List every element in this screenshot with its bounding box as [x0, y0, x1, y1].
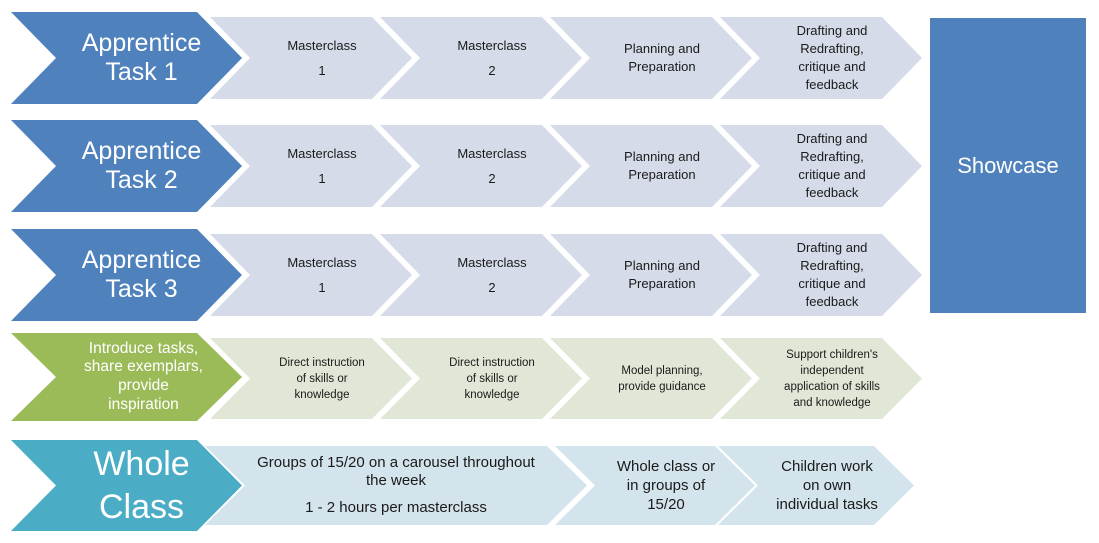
- row-title-line: Task 1: [105, 58, 178, 86]
- row-title-line: inspiration: [108, 395, 179, 413]
- step-label: Planning and: [624, 41, 700, 56]
- step-label: on own: [802, 477, 852, 494]
- step-label: feedback: [805, 185, 859, 200]
- step-support-independent-application: Support children's independent application…: [720, 338, 922, 419]
- row-title-line: Class: [98, 487, 185, 526]
- step-label: 2: [488, 63, 496, 78]
- step-label: Masterclass: [457, 146, 527, 161]
- step-label: 15/20: [647, 496, 685, 513]
- step-label: Planning and: [624, 258, 700, 273]
- row-title-line: Whole: [93, 445, 190, 483]
- step-label: Drafting and: [796, 131, 868, 146]
- step-label: Preparation: [628, 167, 696, 182]
- row-title-line: share exemplars,: [84, 358, 203, 376]
- introduce-tasks-chevron: Introduce tasks, share exemplars, provide i…: [11, 333, 242, 421]
- step-label: Direct instruction: [449, 356, 535, 369]
- step-label: independent: [800, 364, 864, 377]
- step-label: Redrafting,: [800, 149, 864, 164]
- step-label: Masterclass: [287, 146, 357, 161]
- step-label: Children work: [781, 458, 873, 475]
- step-label: feedback: [805, 294, 859, 309]
- step-label: Preparation: [628, 276, 696, 291]
- step-label: individual tasks: [776, 496, 878, 513]
- step-label: of skills or: [296, 372, 348, 385]
- step-label: Redrafting,: [800, 258, 864, 273]
- row-title-line: Apprentice: [81, 246, 202, 275]
- step-label: 1 - 2 hours per masterclass: [305, 499, 487, 516]
- showcase-label: Showcase: [957, 152, 1059, 178]
- apprentice-task-3-chevron: Apprentice Task 3: [11, 229, 242, 321]
- row-title-line: Task 2: [105, 166, 178, 194]
- step-label: knowledge: [294, 388, 350, 401]
- step-label: critique and: [798, 276, 866, 291]
- step-label: Drafting and: [796, 23, 868, 38]
- step-label: Groups of 15/20 on a carousel throughout: [257, 454, 535, 471]
- apprentice-task-1-chevron: Apprentice Task 1: [11, 12, 242, 104]
- whole-class-chevron: Whole Class: [11, 440, 242, 531]
- step-label: Direct instruction: [279, 356, 365, 369]
- step-label: the week: [365, 472, 427, 489]
- step-label: Masterclass: [287, 255, 357, 270]
- step-label: 1: [318, 280, 326, 295]
- row-title-line: provide: [118, 377, 169, 394]
- step-label: in groups of: [626, 477, 706, 494]
- step-label: Preparation: [628, 59, 696, 74]
- step-label: Redrafting,: [800, 41, 864, 56]
- step-label: Whole class or: [616, 458, 716, 475]
- step-label: of skills or: [466, 372, 518, 385]
- step-label: provide guidance: [618, 380, 706, 393]
- step-label: Drafting and: [796, 240, 868, 255]
- step-label: Masterclass: [457, 38, 527, 53]
- step-label: Masterclass: [287, 38, 357, 53]
- step-label: 2: [488, 280, 496, 295]
- row-title-line: Apprentice: [81, 137, 202, 166]
- showcase-box: Showcase: [930, 18, 1086, 313]
- step-label: critique and: [798, 59, 866, 74]
- step-label: 1: [318, 171, 326, 186]
- step-label: Planning and: [624, 149, 700, 164]
- step-label: feedback: [805, 77, 859, 92]
- step-label: application of skills: [784, 380, 880, 393]
- step-label: Masterclass: [457, 255, 527, 270]
- row-title-line: Task 3: [105, 275, 178, 303]
- row-title-line: Apprentice: [81, 29, 202, 58]
- step-carousel-groups: Groups of 15/20 on a carousel throughout…: [205, 446, 587, 525]
- step-planning-preparation: Planning and Preparation: [550, 17, 752, 99]
- step-label: Model planning,: [621, 364, 703, 377]
- step-label: 1: [318, 63, 326, 78]
- step-label: 2: [488, 171, 496, 186]
- step-label: knowledge: [464, 388, 520, 401]
- step-label: Support children's: [786, 348, 878, 361]
- step-label: and knowledge: [793, 396, 871, 409]
- apprentice-task-2-chevron: Apprentice Task 2: [11, 120, 242, 212]
- step-label: critique and: [798, 167, 866, 182]
- row-title-line: Introduce tasks,: [88, 339, 199, 357]
